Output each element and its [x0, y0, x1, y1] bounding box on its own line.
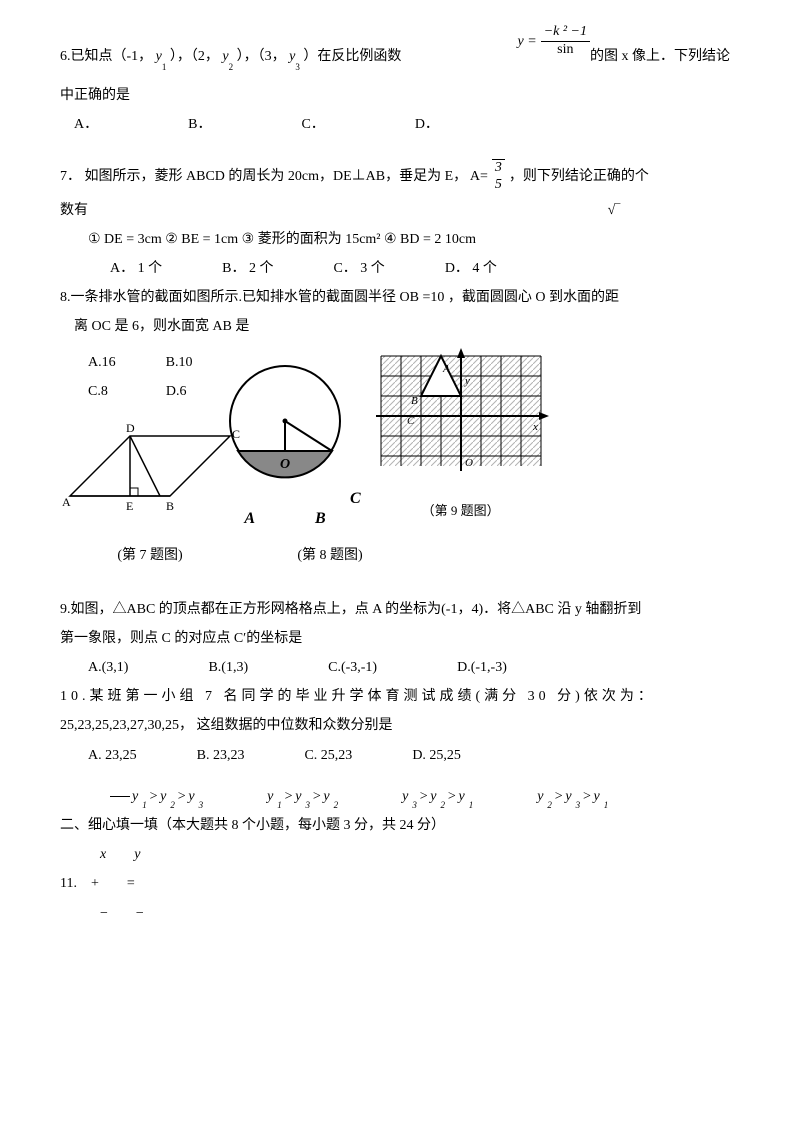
q7-fraction: 3 5: [492, 159, 505, 194]
fig7-B: B: [166, 499, 174, 513]
sort-g3: y3>y2>y1: [400, 784, 475, 809]
q7-line1: 7． 如图所示，菱形 ABCD 的周长为 20cm，DE⊥AB，垂足为 E， A…: [60, 159, 740, 194]
q9-c: C.(-3,-1): [328, 655, 377, 680]
caps-row: (第 7 题图) (第 8 题图): [60, 543, 740, 568]
q9-b: B.(1,3): [208, 655, 248, 680]
figures-row: A.16 B.10 C.8 D.6 D C A E B O: [60, 346, 740, 534]
fig9-C: C: [407, 415, 415, 427]
q8-l1: 8.一条排水管的截面如图所示.已知排水管的截面圆半径 OB =10 ，截面圆圆心…: [60, 285, 740, 310]
fig7-A: A: [62, 495, 71, 509]
q8-l2: 离 OC 是 6，则水面宽 AB 是: [60, 314, 740, 339]
q6-mid3: ）在反比例函数: [303, 49, 401, 64]
q6-tail: 的图 x 像上．下列结论: [590, 44, 740, 69]
q6-optC: C．: [301, 112, 324, 137]
q7-line2: 数有 √‾: [60, 198, 740, 223]
q6-opts: A． B． C． D．: [60, 112, 740, 137]
q10-l1: 10.某班第一小组 7 名同学的毕业升学体育测试成绩(满分 30 分)依次为：: [60, 684, 740, 709]
q10-b: B. 23,23: [197, 743, 245, 768]
q6-y1: y: [156, 49, 162, 64]
q7-a: A． 1 个: [110, 256, 162, 281]
fig9-wrap: A B C y x O （第 9 题图）: [371, 346, 551, 523]
q11-plus: + =: [77, 871, 135, 896]
q7-d: D． 4 个: [445, 256, 497, 281]
q6-mid2: ），（3，: [237, 49, 286, 64]
section2-title: 二、细心填一填（本大题共 8 个小题，每小题 3 分，共 24 分）: [60, 813, 740, 838]
q8-labB: B: [315, 505, 326, 534]
q8-c: C.8: [88, 379, 108, 404]
fig8-wrap: O A B: [210, 346, 360, 534]
q6-optD: D．: [415, 112, 439, 137]
q7-l2: 数有: [60, 198, 88, 223]
q7-sqrt: √‾: [608, 198, 620, 223]
fig7-D: D: [126, 421, 135, 435]
sort-g4: y2>y3>y1: [535, 784, 610, 809]
q6-fraction: −k ² −1 sin: [541, 24, 590, 59]
fig8-circle: O: [210, 346, 360, 496]
q8-b: B.10: [166, 350, 193, 375]
q7-abcd: A． 1 个 B． 2 个 C． 3 个 D． 4 个: [60, 256, 740, 281]
q10-opts: A. 23,25 B. 23,23 C. 25,23 D. 25,25: [60, 743, 740, 768]
q10-l2: 25,23,25,23,27,30,25， 这组数据的中位数和众数分别是: [60, 713, 740, 738]
q9-a: A.(3,1): [88, 655, 128, 680]
fig7-E: E: [126, 499, 133, 513]
fig9-A: A: [442, 363, 450, 375]
q6-mid1: ），（2，: [170, 49, 219, 64]
q9-opts: A.(3,1) B.(1,3) C.(-3,-1) D.(-1,-3): [60, 655, 740, 680]
fig9-x: x: [532, 421, 538, 433]
q6-optB: B．: [188, 112, 211, 137]
q7-c: C． 3 个: [333, 256, 384, 281]
q8-a: A.16: [88, 350, 116, 375]
q6-y2: y: [222, 49, 228, 64]
q7-l1a: 7． 如图所示，菱形 ABCD 的周长为 20cm，DE⊥AB，垂足为 E， A…: [60, 164, 488, 189]
q7-opts-line: ① DE = 3cm ② BE = 1cm ③ 菱形的面积为 15cm² ④ B…: [60, 227, 740, 252]
sort-row: y1>y2>y3 y1>y3>y2 y3>y2>y1 y2>y3>y1: [60, 784, 740, 809]
q7-den: 5: [492, 177, 505, 194]
fig8-O: O: [280, 457, 290, 472]
q8-labA: A: [244, 505, 255, 534]
fig9-O: O: [465, 457, 473, 469]
cap9: （第 9 题图）: [371, 499, 551, 522]
q6-s3: 3: [295, 62, 300, 72]
q6-prefix: 6.已知点（-1，: [60, 49, 152, 64]
q6-s1: 1: [162, 62, 167, 72]
q6-s2: 2: [229, 62, 234, 72]
q10-d: D. 25,25: [412, 743, 461, 768]
q6-frac-num: −k ² −1: [541, 24, 590, 42]
q7-l1b: ，则下列结论正确的个: [509, 164, 649, 189]
fig9-B: B: [411, 395, 418, 407]
q9-l1: 9.如图，△ABC 的顶点都在正方形网格格点上，点 A 的坐标为(-1，4)．将…: [60, 597, 740, 622]
q6-yeq: y =: [518, 29, 537, 54]
q8-labC: C: [350, 485, 361, 534]
sort-g1: y1>y2>y3: [110, 784, 205, 809]
q10-c: C. 25,23: [304, 743, 352, 768]
q6-frac-den: sin: [541, 42, 590, 59]
q11-dash: − −: [60, 901, 740, 926]
cap8: (第 8 题图): [240, 543, 420, 568]
q11-num: 11.: [60, 871, 77, 896]
q7-num: 3: [492, 160, 505, 177]
sort-g2: y1>y3>y2: [265, 784, 340, 809]
q11-xy: x y: [60, 842, 740, 867]
q8-d: D.6: [166, 379, 187, 404]
q6-line2: 中正确的是: [60, 83, 740, 108]
q9-l2: 第一象限，则点 C 的对应点 C′的坐标是: [60, 626, 740, 651]
q7-b: B． 2 个: [222, 256, 273, 281]
q9-d: D.(-1,-3): [457, 655, 507, 680]
cap7: (第 7 题图): [60, 543, 240, 568]
q6-line1: 6.已知点（-1， y1 ），（2， y2 ），（3， y3 ）在反比例函数 y…: [60, 44, 740, 79]
q6-optA: A．: [74, 112, 98, 137]
q10-a: A. 23,25: [88, 743, 137, 768]
fig9-grid: A B C y x O: [371, 346, 551, 486]
fig9-y: y: [464, 375, 470, 387]
